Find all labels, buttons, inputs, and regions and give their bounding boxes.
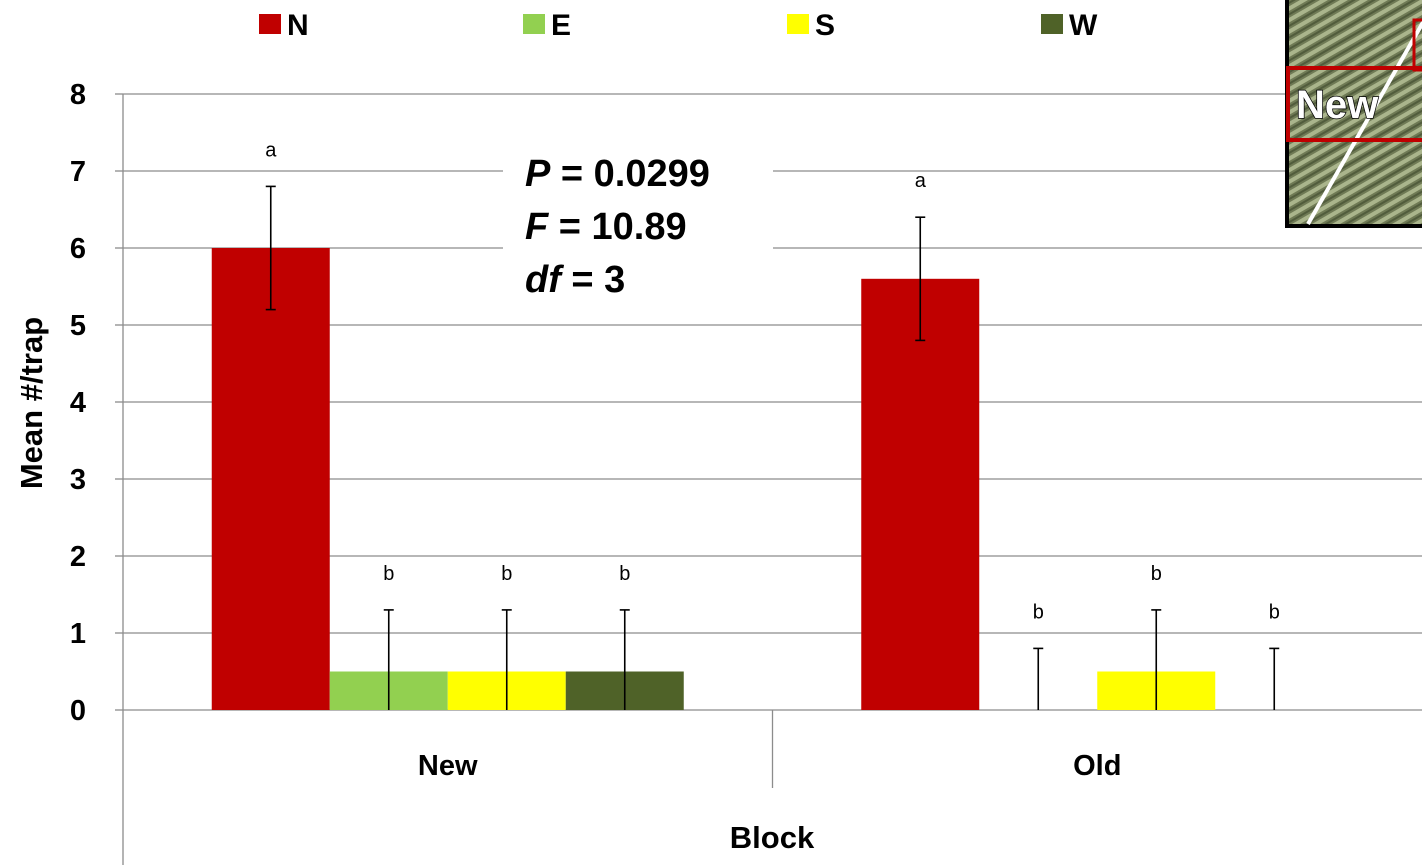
legend-item-W: W bbox=[1041, 9, 1098, 42]
significance-letter: b bbox=[1269, 601, 1280, 623]
inset-map-highlight-2 bbox=[1412, 18, 1422, 72]
x-category-label: Old bbox=[1073, 750, 1121, 782]
y-tick-label: 6 bbox=[70, 233, 86, 265]
legend-swatch bbox=[787, 14, 809, 34]
y-tick-label: 4 bbox=[70, 387, 86, 419]
legend-label: W bbox=[1069, 9, 1098, 42]
legend-swatch bbox=[523, 14, 545, 34]
inset-map: New bbox=[1285, 0, 1422, 228]
legend-item-S: S bbox=[787, 9, 835, 42]
significance-letter: b bbox=[501, 563, 512, 585]
legend-swatch bbox=[1041, 14, 1063, 34]
legend-item-E: E bbox=[523, 9, 571, 42]
y-tick-label: 3 bbox=[70, 464, 86, 496]
error-bars bbox=[265, 185, 1280, 710]
stats-df-line: df = 3 bbox=[525, 259, 625, 301]
stats-p-line: P = 0.0299 bbox=[525, 153, 710, 195]
y-tick-label: 7 bbox=[70, 156, 86, 188]
stats-f-line: F = 10.89 bbox=[525, 206, 687, 248]
stats-box bbox=[503, 140, 773, 310]
legend-label: S bbox=[815, 9, 835, 42]
legend-label: N bbox=[287, 9, 309, 42]
bar-N-Old bbox=[861, 278, 980, 710]
legend-item-N: N bbox=[259, 9, 309, 42]
significance-letter: b bbox=[619, 563, 630, 585]
stats-annotation: P = 0.0299 F = 10.89 df = 3 bbox=[503, 140, 773, 310]
significance-letter: a bbox=[915, 170, 927, 192]
y-tick-labels: 0 1 2 3 4 5 6 7 8 bbox=[70, 79, 86, 727]
significance-letter: a bbox=[265, 139, 277, 161]
significance-letter: b bbox=[383, 563, 394, 585]
inset-map-highlight bbox=[1286, 66, 1422, 142]
x-category-label: New bbox=[418, 750, 478, 782]
legend-label: E bbox=[551, 9, 571, 42]
y-tick-label: 8 bbox=[70, 79, 86, 111]
significance-letter: b bbox=[1033, 601, 1044, 623]
y-axis-title: Mean #/trap bbox=[14, 317, 49, 489]
inset-map-label: New bbox=[1296, 83, 1379, 127]
inset-map-road bbox=[1306, 19, 1422, 225]
significance-letter: b bbox=[1151, 563, 1162, 585]
y-tick-label: 0 bbox=[70, 695, 86, 727]
y-tick-label: 1 bbox=[70, 618, 86, 650]
legend-swatch bbox=[259, 14, 281, 34]
y-tick-label: 5 bbox=[70, 310, 86, 342]
significance-letters: a b b b a b b b bbox=[265, 139, 1280, 623]
inset-map-image bbox=[1289, 0, 1422, 224]
y-tick-label: 2 bbox=[70, 541, 86, 573]
bar-N-New bbox=[211, 248, 330, 710]
x-category-labels: New Old bbox=[418, 750, 1121, 782]
x-axis-title: Block bbox=[730, 820, 815, 855]
